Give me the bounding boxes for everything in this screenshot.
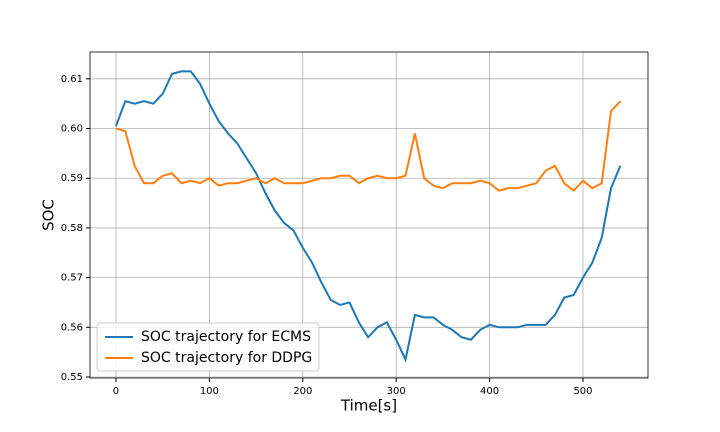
series-line: [115, 100, 622, 193]
x-axis-label: Time[s]: [340, 397, 397, 415]
y-tick-label: 0.60: [61, 124, 83, 135]
y-tick-label: 0.56: [61, 322, 83, 333]
y-tick-label: 0.61: [61, 74, 83, 85]
y-tick-label: 0.59: [61, 173, 83, 184]
y-tick-label: 0.58: [61, 223, 83, 234]
x-tick-label: 200: [293, 386, 312, 397]
x-tick-label: 400: [480, 386, 499, 397]
y-tick-label: 0.57: [61, 273, 83, 284]
x-tick-label: 300: [387, 386, 406, 397]
x-tick-label: 0: [113, 386, 119, 397]
legend-label: SOC trajectory for DDPG: [141, 350, 312, 366]
axes-frame: [89, 51, 649, 379]
legend-box: [96, 322, 320, 372]
legend: SOC trajectory for ECMS SOC trajectory fo…: [96, 322, 320, 372]
legend-label: SOC trajectory for ECMS: [141, 329, 311, 345]
y-axis-label: SOC: [40, 199, 58, 231]
x-tick-label: 100: [200, 386, 219, 397]
x-tick-label: 500: [573, 386, 592, 397]
y-tick-label: 0.55: [61, 372, 83, 383]
series-line: [115, 70, 622, 363]
